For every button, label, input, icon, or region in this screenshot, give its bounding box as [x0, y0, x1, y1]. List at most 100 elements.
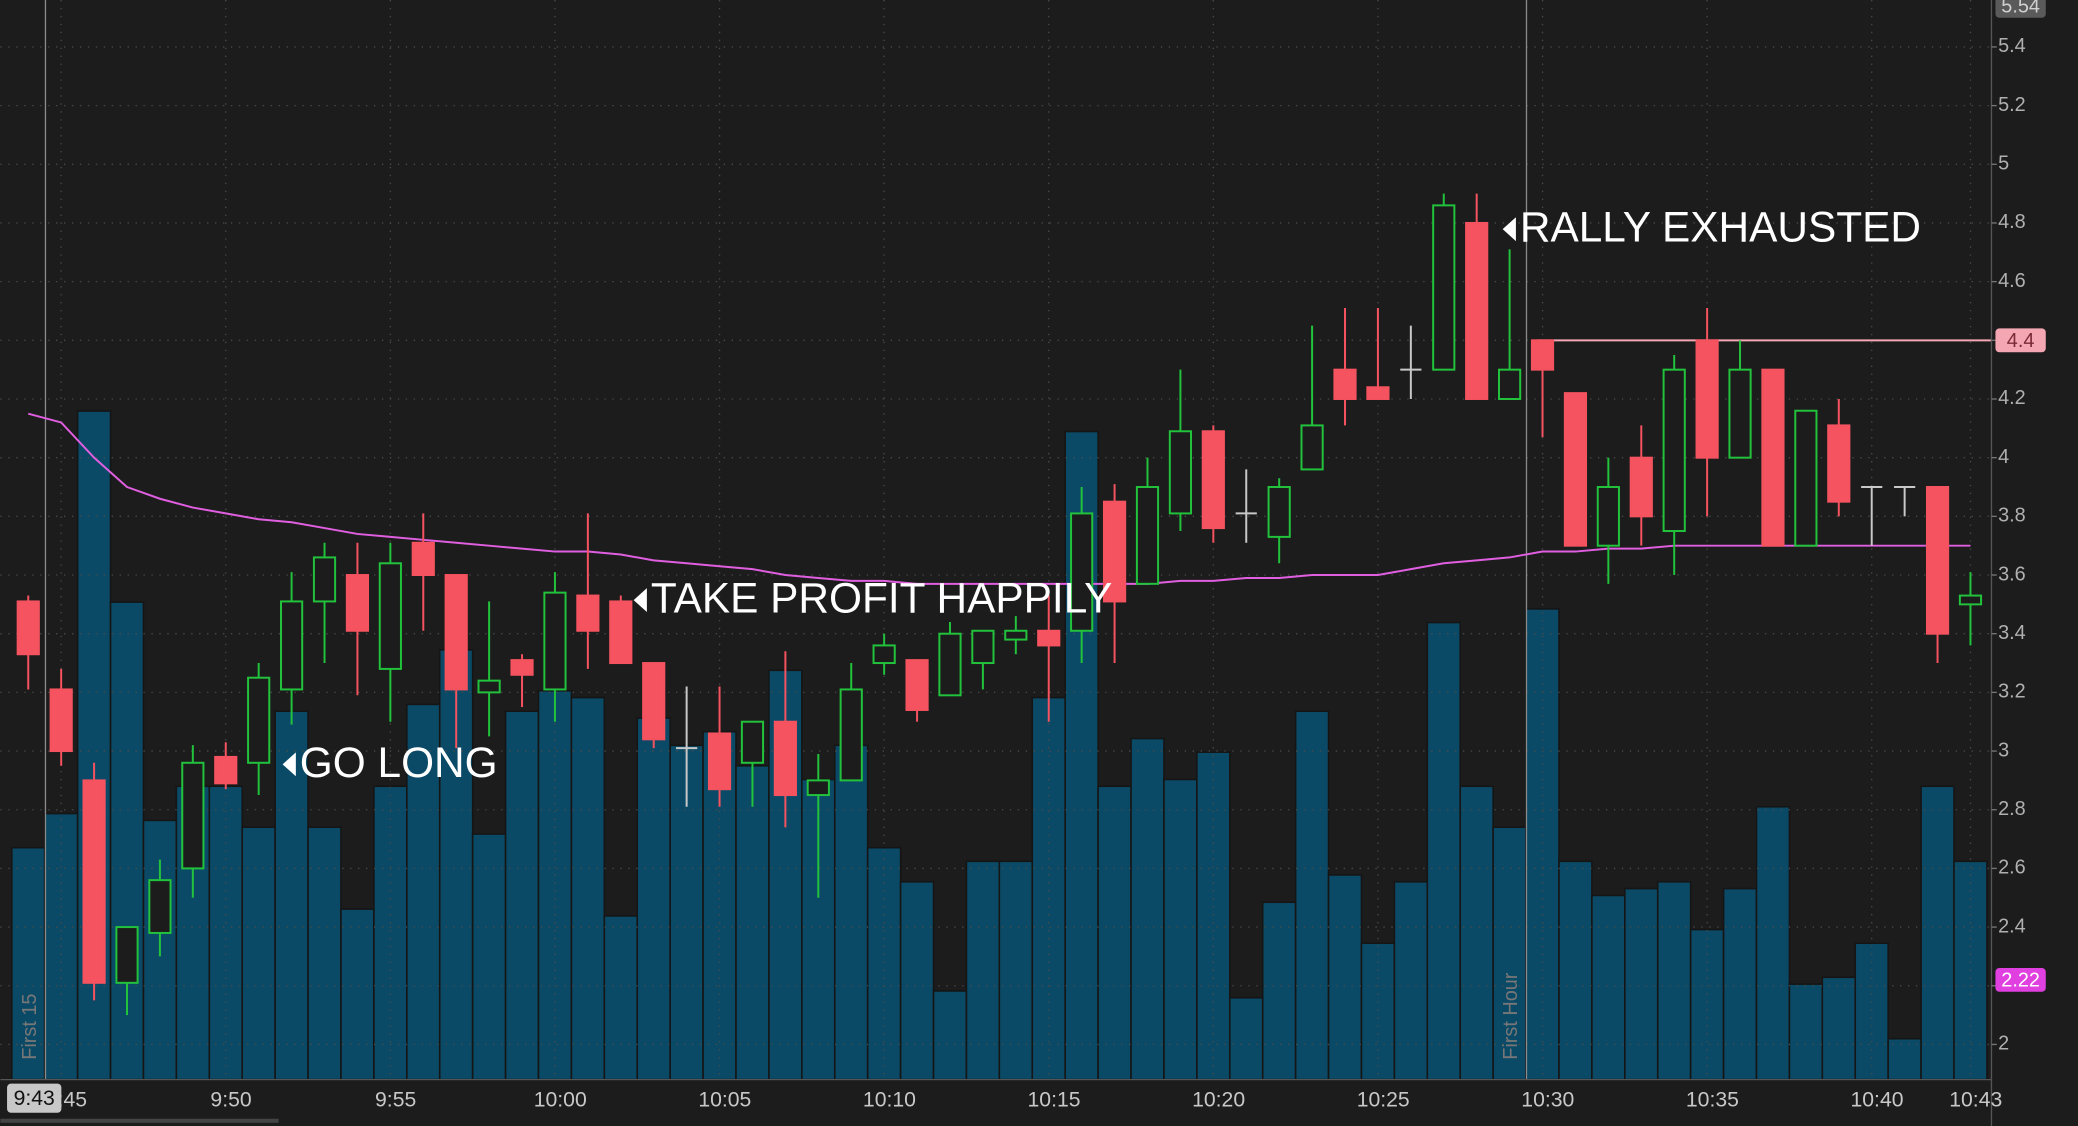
candle-body: [1465, 221, 1489, 400]
volume-bar: [1525, 608, 1560, 1081]
y-tick-label: 2.6: [1998, 857, 2026, 879]
volume-bar: [1360, 942, 1396, 1081]
candle-body: [1827, 424, 1851, 503]
y-tick-label: 3: [1998, 739, 2009, 761]
y-tick-label: 4.8: [1998, 211, 2026, 233]
volume-bar: [1821, 976, 1857, 1081]
x-tick-label: 10:25: [1357, 1088, 1410, 1111]
candle-body: [49, 688, 73, 753]
grid-layer: [0, 0, 1992, 1080]
volume-bar: [1492, 826, 1527, 1081]
volume-bar: [636, 717, 671, 1081]
volume-bar: [833, 744, 869, 1081]
volume-bar: [471, 833, 507, 1081]
candle-body: [642, 662, 666, 741]
candle-body: [1135, 486, 1160, 585]
candle-body: [1596, 486, 1620, 547]
volume-bar: [1294, 710, 1330, 1081]
volume-bar: [1656, 880, 1692, 1081]
candle-body: [378, 562, 402, 670]
y-tick-label: 2: [1998, 1033, 2009, 1055]
candle-body: [1728, 368, 1752, 459]
candle-body: [181, 761, 205, 870]
volume-bar: [274, 710, 309, 1081]
y-tick-label: 4: [1998, 446, 2009, 468]
volume-bar: [1920, 785, 1955, 1081]
candle-body: [1925, 486, 1950, 635]
y-tick-label: 5: [1998, 153, 2009, 175]
annotation: RALLY EXHAUSTED: [1520, 204, 1921, 251]
candle-body: [214, 755, 238, 785]
volume-bar: [1459, 785, 1494, 1081]
x-tick-label: 10:10: [863, 1088, 916, 1111]
y-tick-label: 5.2: [1998, 94, 2026, 116]
price-badge-label: 4.4: [2007, 330, 2035, 352]
candle-body: [1267, 486, 1291, 538]
x-tick-label: 10:15: [1028, 1088, 1081, 1111]
volume-bar: [10, 846, 46, 1081]
y-tick-label: 3.4: [1998, 622, 2026, 644]
volume-bar: [1788, 983, 1824, 1081]
price-badge-label: 5.54: [2001, 0, 2040, 17]
candle-body: [1629, 456, 1653, 518]
x-tick-label: 10:35: [1686, 1088, 1739, 1111]
candle-body: [839, 688, 863, 782]
x-tick-label: 10:30: [1521, 1088, 1574, 1111]
candle-body: [543, 591, 567, 691]
candle-body: [345, 574, 370, 632]
x-tick-label: 9:55: [375, 1088, 416, 1111]
candle-body: [1563, 392, 1588, 547]
annotation-arrow: [1502, 217, 1516, 242]
candle-body: [707, 732, 732, 791]
candle-body: [1498, 368, 1522, 400]
candle-body: [609, 600, 633, 665]
volume-bar: [735, 765, 770, 1081]
price-layer: GO LONG TAKE PROFIT HAPPILY RALLY EXHAUSTE…: [16, 193, 1992, 1016]
session-label: First Hour: [1500, 972, 1522, 1060]
candle-body: [82, 779, 106, 984]
y-tick-label: 4.2: [1998, 387, 2026, 409]
volume-bar: [1130, 737, 1165, 1081]
y-tick-label: 5.4: [1998, 35, 2026, 57]
candle-body: [1662, 368, 1686, 533]
price-badge: [1995, 328, 2046, 353]
x-tick-label: 10:05: [698, 1088, 751, 1111]
volume-bar: [603, 915, 639, 1081]
candle-body: [806, 779, 830, 797]
volume-bar: [1558, 860, 1593, 1081]
candle-body: [872, 644, 896, 665]
volume-bar: [1755, 805, 1791, 1081]
candle-body: [148, 879, 172, 934]
volume-bar: [373, 785, 408, 1081]
volume-bar: [1624, 887, 1659, 1081]
volume-bar: [1031, 696, 1066, 1081]
candle-body: [477, 679, 501, 694]
candle-body: [510, 659, 534, 676]
volume-bar: [1228, 996, 1264, 1081]
candle-body: [1794, 409, 1818, 547]
session-label: First 15: [19, 994, 41, 1060]
candle-body: [247, 676, 271, 764]
moving-average: [27, 412, 1971, 585]
candle-body: [1004, 629, 1028, 641]
candle-body: [280, 600, 304, 691]
candle-body: [740, 720, 765, 764]
volume-bar: [998, 860, 1034, 1081]
volume-bar: [1591, 894, 1626, 1081]
price-badge-label: 2.22: [2001, 969, 2040, 991]
candle-body: [1300, 424, 1324, 471]
volume-bar: [1097, 785, 1132, 1081]
x-tick-label: 10:20: [1192, 1088, 1245, 1111]
annotation: TAKE PROFIT HAPPILY: [651, 575, 1113, 622]
candle-body: [971, 629, 995, 665]
volume-bar: [965, 860, 1001, 1081]
volume-bar: [504, 710, 540, 1081]
candle-body: [312, 556, 337, 603]
candle-body: [115, 926, 139, 984]
candle-body: [1366, 386, 1390, 400]
annotation-arrow: [633, 588, 647, 613]
candle-body: [1333, 368, 1357, 400]
volume-bar: [340, 908, 375, 1081]
candle-body: [905, 659, 929, 711]
volume-bar: [1261, 901, 1297, 1081]
